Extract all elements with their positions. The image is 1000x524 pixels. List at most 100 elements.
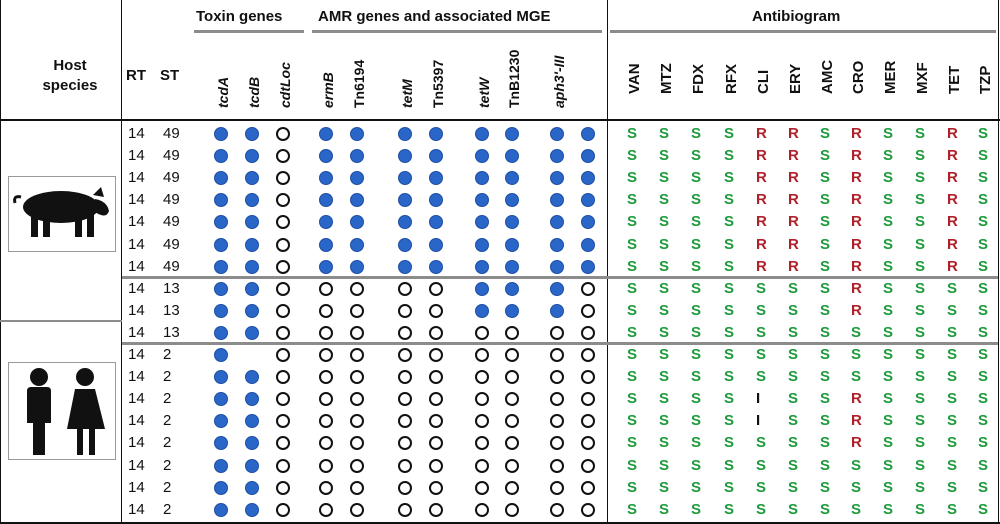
gene-present-dot [245, 436, 259, 451]
antibiogram-result: S [978, 390, 989, 408]
rt-value: 14 [128, 213, 145, 231]
gene-column-header: tetW [476, 77, 492, 108]
gene-present-dot [505, 259, 519, 274]
gene-absent-dot [550, 414, 564, 429]
gene-present-dot [214, 458, 228, 473]
antibiotic-column-header: FDX [690, 64, 707, 94]
gene-absent-dot [505, 480, 519, 495]
gene-present-dot [475, 193, 489, 208]
gene-absent-dot [550, 325, 564, 340]
antibiogram-result: S [883, 301, 894, 319]
st-value: 2 [163, 434, 172, 452]
gene-absent-dot [581, 281, 595, 296]
antibiogram-result: R [788, 147, 799, 165]
gene-present-dot [245, 281, 259, 296]
antibiogram-result: S [978, 368, 989, 386]
gene-absent-dot [475, 458, 489, 473]
gene-present-dot [245, 259, 259, 274]
gene-absent-dot [350, 458, 364, 473]
antibiogram-result: S [691, 147, 702, 165]
gene-absent-dot [350, 436, 364, 451]
antibiogram-result: S [820, 368, 831, 386]
antibiogram-result: I [756, 390, 761, 408]
antibiogram-result: S [883, 235, 894, 253]
antibiogram-result: S [883, 500, 894, 518]
gene-absent-dot [550, 480, 564, 495]
st-value: 2 [163, 368, 172, 386]
gene-absent-dot [276, 127, 290, 142]
antibiogram-result: S [691, 191, 702, 209]
gene-absent-dot [319, 392, 333, 407]
gene-present-dot [581, 215, 595, 230]
gene-present-dot [214, 281, 228, 296]
gene-absent-dot [276, 171, 290, 186]
gene-present-dot [214, 259, 228, 274]
gene-present-dot [319, 149, 333, 164]
gene-present-dot [475, 237, 489, 252]
gene-absent-dot [398, 502, 412, 517]
gene-absent-dot [475, 392, 489, 407]
antibiogram-result: S [659, 346, 670, 364]
gene-absent-dot [398, 370, 412, 385]
gene-absent-dot [581, 392, 595, 407]
gene-present-dot [214, 414, 228, 429]
antibiogram-result: S [947, 301, 958, 319]
gene-absent-dot [398, 325, 412, 340]
rt-value: 14 [128, 478, 145, 496]
group-underline [610, 30, 996, 33]
gene-absent-dot [276, 237, 290, 252]
antibiogram-result: S [978, 478, 989, 496]
antibiogram-result: S [978, 235, 989, 253]
gene-present-dot [245, 370, 259, 385]
antibiogram-result: S [691, 235, 702, 253]
gene-present-dot [505, 237, 519, 252]
antibiogram-result: S [627, 279, 638, 297]
antibiogram-result: I [756, 412, 761, 430]
antibiogram-result: R [851, 434, 862, 452]
antibiotic-column-header: RFX [723, 64, 740, 94]
gene-present-dot [350, 127, 364, 142]
antibiogram-result: S [883, 169, 894, 187]
st-value: 13 [163, 323, 180, 341]
antibiogram-result: S [659, 235, 670, 253]
gene-present-dot [214, 149, 228, 164]
gene-absent-dot [276, 193, 290, 208]
gene-absent-dot [581, 370, 595, 385]
antibiogram-result: R [788, 235, 799, 253]
gene-absent-dot [276, 414, 290, 429]
antibiogram-result: S [756, 323, 767, 341]
antibiogram-result: R [851, 191, 862, 209]
antibiogram-result: S [883, 323, 894, 341]
st-value: 49 [163, 169, 180, 187]
gene-present-dot [505, 127, 519, 142]
gene-absent-dot [319, 414, 333, 429]
antibiogram-result: S [756, 301, 767, 319]
gene-absent-dot [475, 502, 489, 517]
antibiogram-result: S [915, 478, 926, 496]
rt-value: 14 [128, 125, 145, 143]
gene-absent-dot [505, 392, 519, 407]
antibiogram-result: S [659, 257, 670, 275]
host-species-header: Host species [30, 56, 110, 96]
gene-present-dot [214, 480, 228, 495]
antibiogram-result: S [691, 125, 702, 143]
gene-absent-dot [475, 436, 489, 451]
antibiogram-result: S [691, 500, 702, 518]
gene-present-dot [214, 215, 228, 230]
antibiogram-result: R [756, 213, 767, 231]
host-column-divider [121, 0, 122, 524]
antibiogram-result: S [724, 500, 735, 518]
gene-column-header: tetM [399, 79, 415, 108]
antibiogram-result: S [724, 412, 735, 430]
gene-present-dot [214, 502, 228, 517]
gene-absent-dot [429, 436, 443, 451]
gene-present-dot [214, 325, 228, 340]
antibiogram-result: S [820, 169, 831, 187]
gene-absent-dot [276, 281, 290, 296]
gene-absent-dot [398, 458, 412, 473]
gene-absent-dot [581, 325, 595, 340]
gene-present-dot [429, 171, 443, 186]
gene-present-dot [429, 259, 443, 274]
gene-absent-dot [319, 502, 333, 517]
gene-absent-dot [505, 458, 519, 473]
